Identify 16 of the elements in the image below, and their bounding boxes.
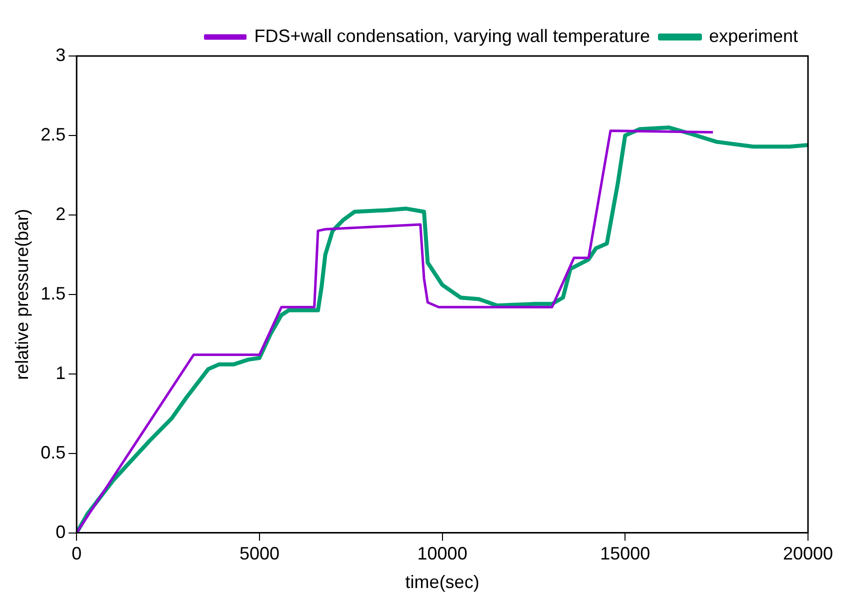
x-tick-label: 20000 — [782, 544, 834, 564]
y-axis-title: relative pressure(bar) — [12, 208, 32, 380]
x-tick-label: 5000 — [239, 544, 280, 564]
x-tick-label: 15000 — [600, 544, 650, 564]
x-axis-title: time(sec) — [405, 572, 480, 592]
y-tick-label: 2 — [56, 204, 66, 224]
legend-label: FDS+wall condensation, varying wall temperature — [254, 26, 650, 46]
y-tick-label: 1.5 — [40, 283, 66, 304]
x-tick-label: 0 — [72, 544, 82, 564]
y-tick-label: 3 — [56, 44, 66, 65]
y-tick-label: 1 — [56, 362, 66, 383]
y-tick-label: 0 — [56, 522, 66, 542]
x-tick-label: 10000 — [417, 544, 468, 564]
y-tick-label: 0.5 — [40, 442, 66, 462]
legend-label: experiment — [708, 26, 798, 46]
y-tick-label: 2.5 — [40, 124, 66, 144]
